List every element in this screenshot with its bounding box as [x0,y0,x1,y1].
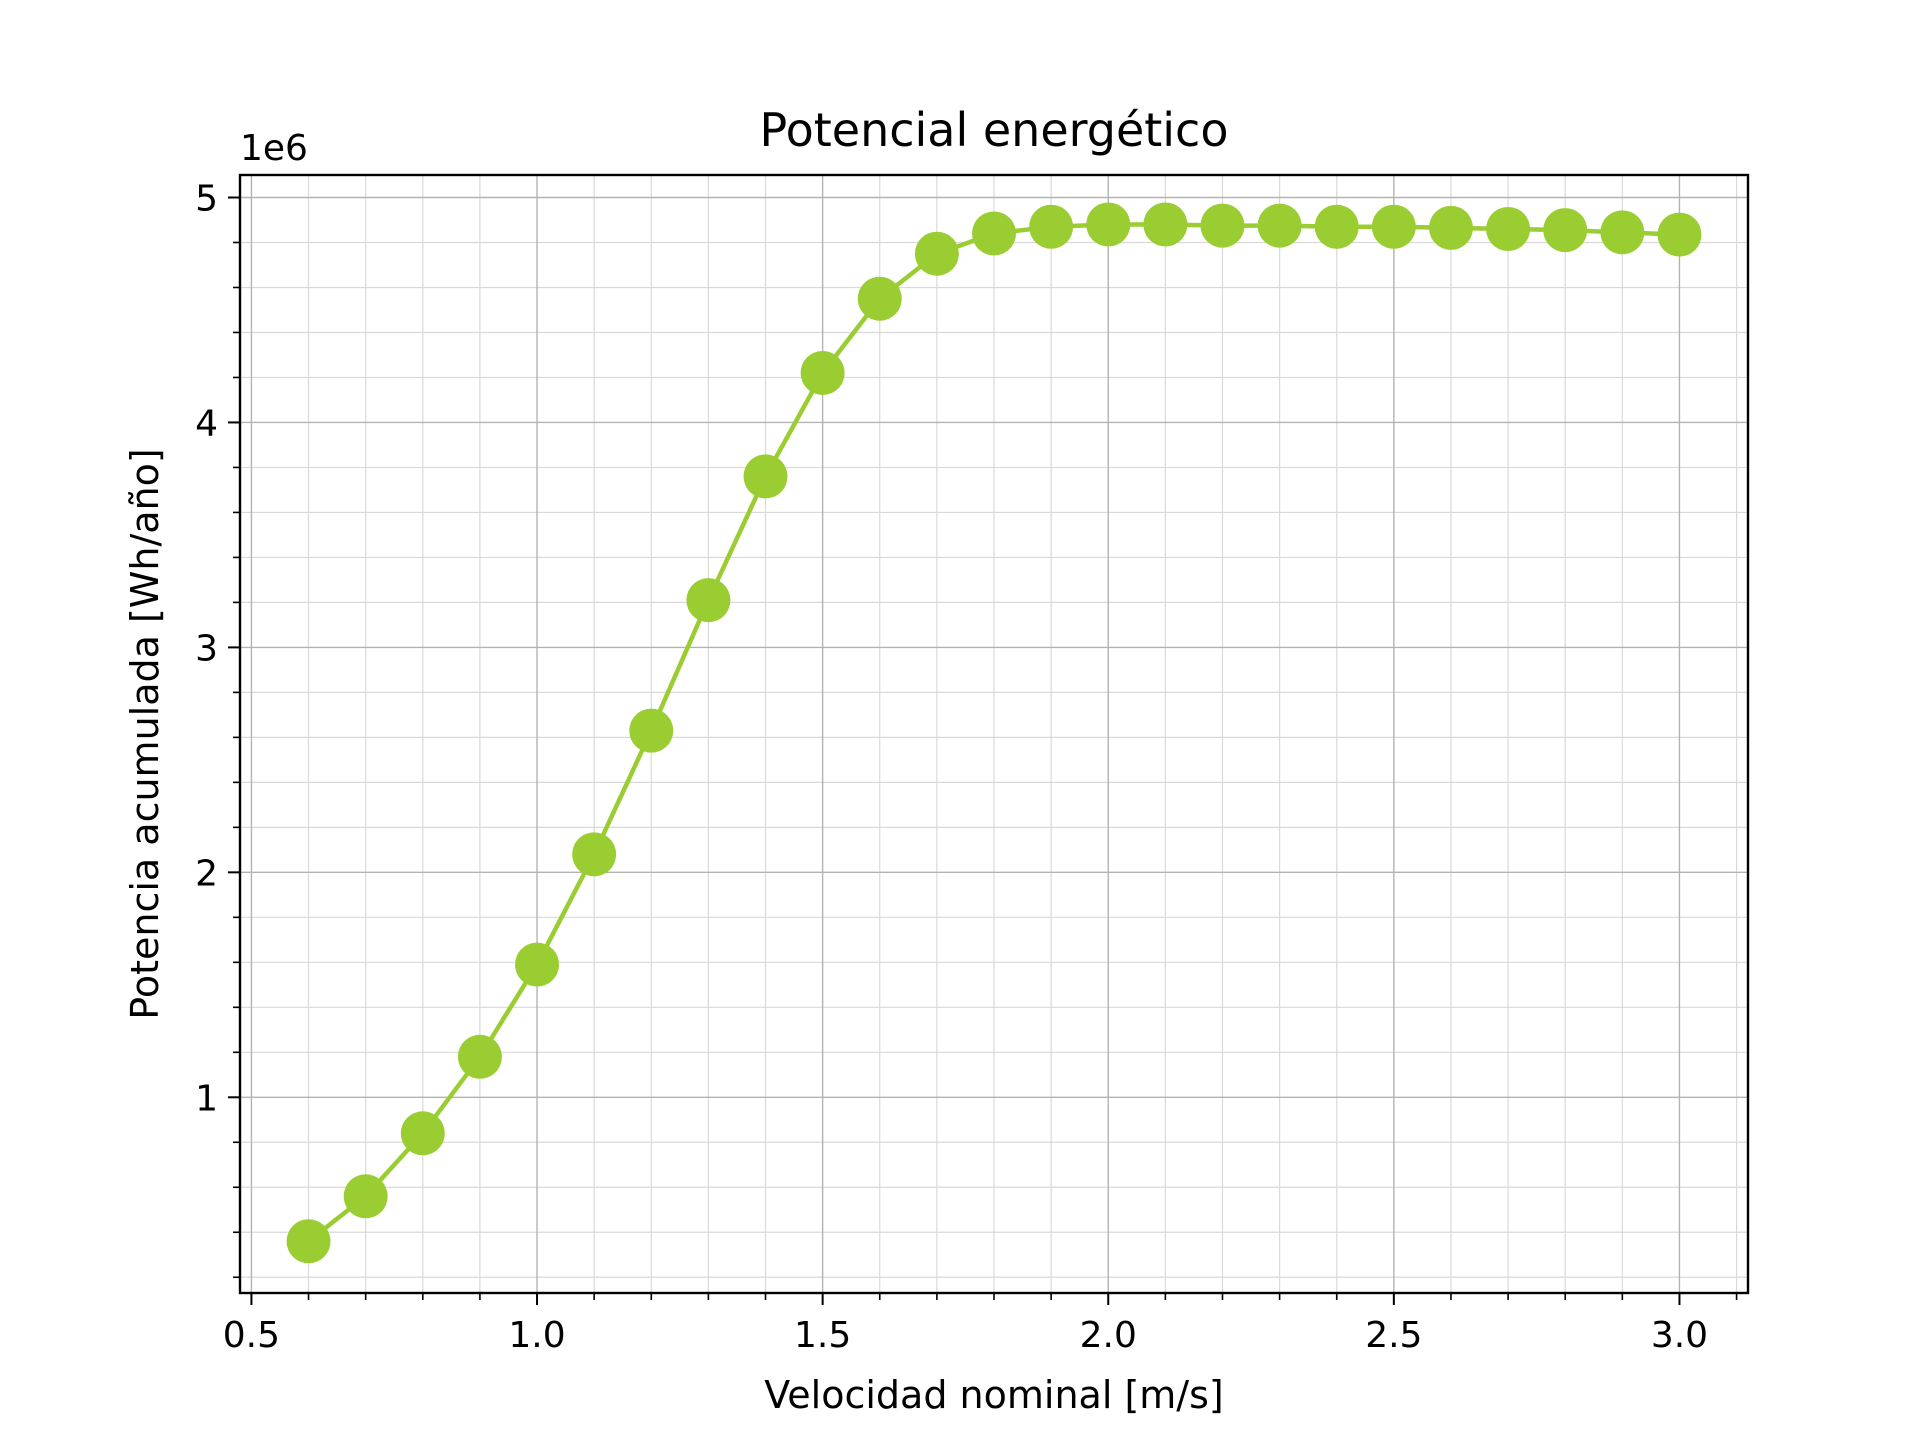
data-point [1257,203,1302,248]
x-tick-label: 3.0 [1651,1315,1708,1356]
x-tick-label: 0.5 [223,1315,280,1356]
data-point [1371,204,1416,249]
series-points-group [286,202,1702,1264]
data-point [1543,208,1588,253]
chart-title: Potencial energético [759,103,1228,157]
data-point [743,454,788,499]
x-tick-label: 1.0 [508,1315,565,1356]
x-tick-label: 1.5 [794,1315,851,1356]
x-tick-label: 2.5 [1365,1315,1422,1356]
data-point [800,350,845,395]
data-point [343,1174,388,1219]
data-point [1143,202,1188,247]
y-axis-ticks: 1 2 3 4 5 [195,178,240,1279]
data-point [1486,206,1531,251]
data-point [1428,205,1473,250]
y-tick-label: 1 [195,1078,218,1119]
minor-grid [240,175,1748,1293]
data-point [1029,204,1074,249]
y-tick-label: 3 [195,628,218,669]
x-tick-label: 2.0 [1080,1315,1137,1356]
data-point [286,1219,331,1264]
y-tick-label: 4 [195,403,218,444]
data-point [572,832,617,877]
major-grid [240,175,1748,1293]
data-point [857,276,902,321]
data-point [1657,212,1702,257]
y-axis-label: Potencia acumulada [Wh/año] [123,448,167,1019]
data-point [629,708,674,753]
data-point [1600,210,1645,255]
y-tick-label: 5 [195,178,218,219]
data-point [1314,204,1359,249]
data-point [457,1034,502,1079]
data-point [400,1111,445,1156]
data-point [914,231,959,276]
data-point [972,211,1016,256]
x-axis-label: Velocidad nominal [m/s] [764,1373,1223,1417]
x-axis-ticks: 0.5 1.0 1.5 2.0 2.5 3.0 [223,1293,1738,1356]
y-tick-label: 2 [195,853,218,894]
data-point [1086,202,1131,247]
data-point [515,942,560,987]
data-point [1200,203,1245,248]
y-axis-offset-label: 1e6 [240,128,308,169]
data-point [686,578,731,623]
